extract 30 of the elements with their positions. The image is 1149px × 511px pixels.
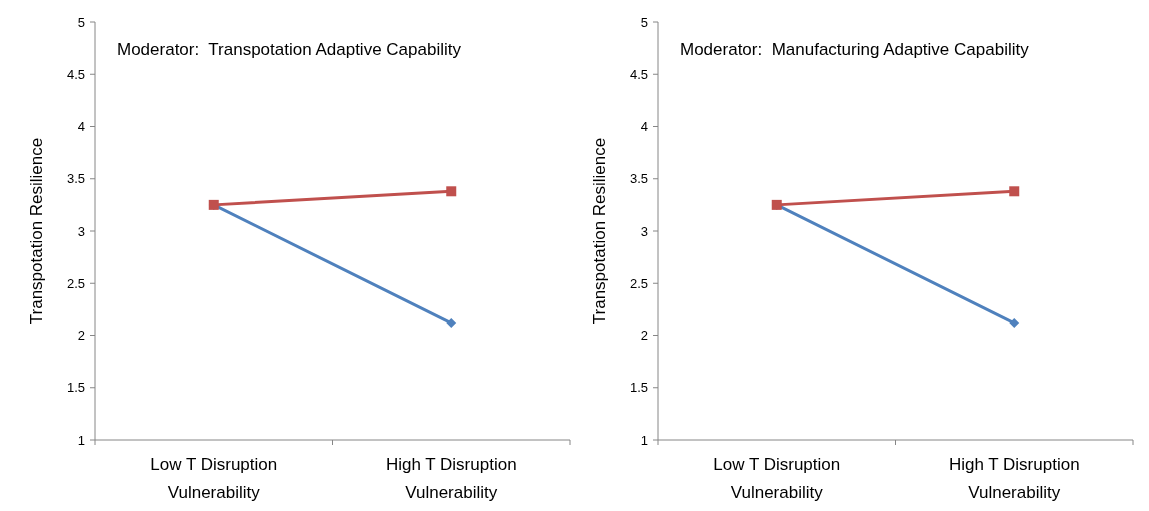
y-tick-label: 2 (640, 328, 648, 344)
y-tick-label: 5 (77, 14, 85, 30)
y-tick-label: 4 (77, 119, 85, 135)
y-tick-label: 4.5 (66, 66, 85, 82)
y-tick-label: 1.5 (629, 380, 648, 396)
y-tick-label: 3.5 (629, 171, 648, 187)
x-tick-label: Low T Disruption Vulnerability (150, 455, 278, 502)
y-tick-label: 5 (640, 14, 648, 30)
y-tick-label: 2.5 (66, 275, 85, 291)
text: Moderator: Transpotation Adaptive Capability (117, 40, 462, 59)
x-tick-label: High T Disruption Vulnerability (948, 455, 1080, 502)
point (1009, 317, 1020, 328)
y-tick-label: 4.5 (629, 66, 648, 82)
x-tick-label: Low T Disruption Vulnerability (713, 455, 841, 502)
point (1009, 186, 1020, 197)
y-tick-label: 1.5 (66, 380, 85, 396)
x-tick-label: High T Disruption Vulnerability (385, 455, 517, 502)
y-tick-label: 3.5 (66, 171, 85, 187)
point (446, 317, 457, 328)
y-tick-label: 4 (640, 119, 648, 135)
y-axis-title: Transpotation Resilience (590, 137, 609, 325)
y-tick-label: 3 (640, 223, 648, 239)
y-axis-title: Transpotation Resilience (27, 137, 46, 325)
y-tick-label: 1 (640, 432, 648, 448)
y-tick-label: 2.5 (629, 275, 648, 291)
y-tick-label: 3 (77, 223, 85, 239)
y-tick-label: 2 (77, 328, 85, 344)
y-tick-label: 1 (77, 432, 85, 448)
text: Moderator: Manufacturing Adaptive Capability (680, 40, 1030, 59)
point (446, 186, 457, 197)
